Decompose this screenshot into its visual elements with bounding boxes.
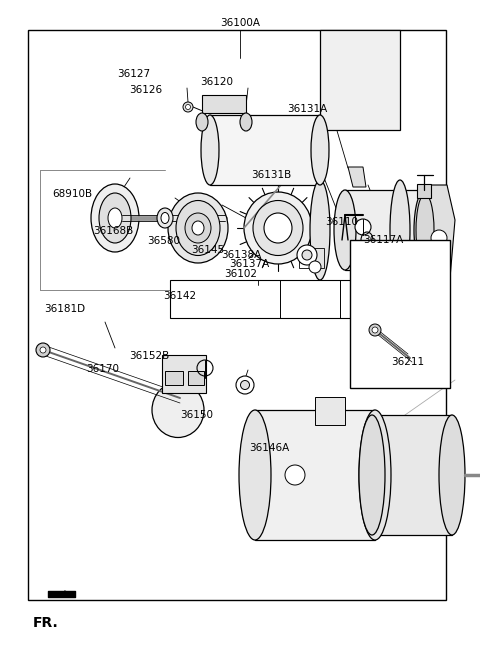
Text: 36168B: 36168B (93, 226, 133, 236)
Text: 36131A: 36131A (287, 104, 327, 114)
Text: 36117A: 36117A (363, 235, 403, 245)
Circle shape (183, 102, 193, 112)
Ellipse shape (416, 194, 434, 266)
Bar (350, 240, 450, 388)
Ellipse shape (359, 415, 385, 535)
Bar (315, 397, 345, 425)
Ellipse shape (176, 200, 220, 255)
Ellipse shape (439, 415, 465, 535)
Ellipse shape (334, 190, 356, 270)
Ellipse shape (311, 115, 329, 185)
Ellipse shape (168, 193, 228, 263)
Text: 36170: 36170 (86, 364, 119, 375)
Text: 36126: 36126 (129, 85, 162, 95)
Bar (255, 410, 375, 540)
Ellipse shape (253, 200, 303, 255)
Circle shape (369, 324, 381, 336)
Text: 36580: 36580 (147, 236, 180, 246)
Circle shape (372, 327, 378, 333)
Text: 36181D: 36181D (44, 304, 85, 314)
Ellipse shape (161, 213, 169, 224)
Bar (299, 248, 324, 268)
Ellipse shape (192, 221, 204, 235)
Text: FR.: FR. (33, 616, 59, 631)
Bar (165, 371, 183, 385)
Circle shape (36, 343, 50, 357)
Ellipse shape (108, 208, 122, 228)
Ellipse shape (414, 190, 436, 270)
Text: 36150: 36150 (180, 410, 213, 420)
Text: 36211: 36211 (391, 356, 425, 367)
Bar (188, 371, 204, 385)
Bar (202, 95, 246, 113)
Ellipse shape (264, 213, 292, 243)
Text: 36127: 36127 (117, 69, 150, 79)
Circle shape (40, 347, 46, 353)
Text: 36110: 36110 (325, 216, 358, 227)
Circle shape (185, 104, 191, 110)
Text: 36120: 36120 (201, 76, 233, 87)
Ellipse shape (310, 180, 330, 280)
Bar (320, 30, 400, 130)
Text: 36142: 36142 (163, 291, 197, 301)
Bar (162, 355, 206, 393)
Circle shape (302, 250, 312, 260)
Ellipse shape (201, 115, 219, 185)
Bar (210, 115, 320, 185)
Ellipse shape (152, 382, 204, 437)
Bar (417, 184, 431, 198)
Ellipse shape (91, 184, 139, 252)
Bar (372, 415, 452, 535)
Circle shape (297, 245, 317, 265)
Ellipse shape (239, 410, 271, 540)
Ellipse shape (359, 410, 391, 540)
Circle shape (285, 465, 305, 485)
Circle shape (309, 261, 321, 273)
Ellipse shape (240, 113, 252, 131)
Text: 68910B: 68910B (52, 189, 92, 200)
Ellipse shape (196, 113, 208, 131)
Text: 36100A: 36100A (220, 18, 260, 29)
Bar (170, 280, 390, 318)
Polygon shape (420, 185, 455, 278)
Text: 36131B: 36131B (251, 170, 291, 180)
Bar (345, 190, 425, 270)
Polygon shape (348, 167, 366, 187)
Circle shape (236, 376, 254, 394)
Bar (28, 30, 446, 600)
Circle shape (355, 219, 371, 235)
Ellipse shape (157, 208, 173, 228)
Ellipse shape (390, 180, 410, 280)
Ellipse shape (99, 193, 131, 243)
Text: 36145: 36145 (191, 245, 224, 255)
Text: 36137A: 36137A (229, 259, 269, 270)
Circle shape (431, 230, 447, 246)
Circle shape (240, 380, 250, 389)
Text: 36138A: 36138A (221, 249, 261, 260)
Text: 36152B: 36152B (129, 351, 169, 362)
Text: 36102: 36102 (225, 269, 257, 279)
Ellipse shape (185, 213, 211, 243)
Text: 36146A: 36146A (250, 443, 290, 454)
Ellipse shape (244, 192, 312, 264)
